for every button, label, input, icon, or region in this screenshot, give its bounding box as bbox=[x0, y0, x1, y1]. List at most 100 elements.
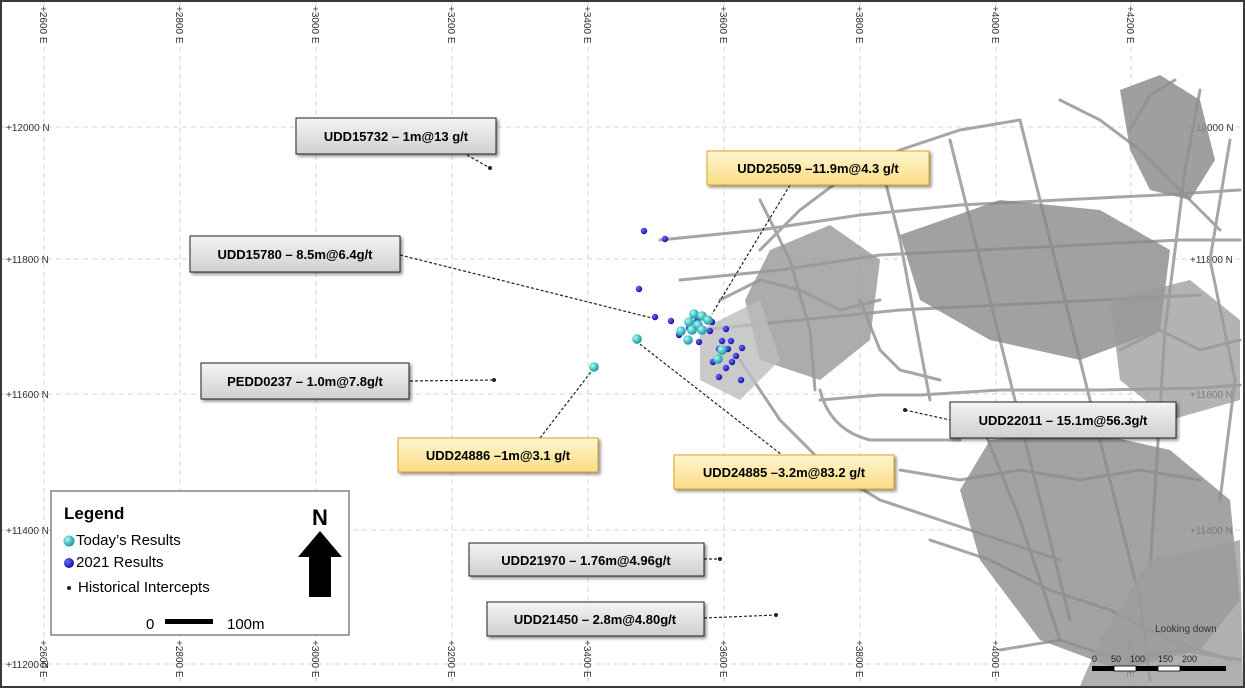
easting-label-bottom: +3000 E bbox=[309, 640, 320, 678]
northing-label-left: +11600 N bbox=[6, 390, 49, 401]
callout-label-udd24886: UDD24886 –1m@3.1 g/t bbox=[426, 448, 571, 463]
easting-label-bottom: +3800 E bbox=[853, 640, 864, 678]
leader-lines bbox=[399, 154, 951, 619]
historical-intercept-pedd0237 bbox=[492, 378, 496, 382]
northing-label-left: +12000 N bbox=[6, 123, 50, 134]
callout-label-udd21450: UDD21450 – 2.8m@4.80g/t bbox=[514, 612, 677, 627]
callout-pedd0237[interactable]: PEDD0237 – 1.0m@7.8g/t bbox=[200, 362, 410, 400]
scale-bar-label: 150 bbox=[1158, 654, 1173, 664]
callout-label-pedd0237: PEDD0237 – 1.0m@7.8g/t bbox=[227, 374, 383, 389]
legend-today-label: Today’s Results bbox=[76, 532, 181, 549]
legend-today-marker bbox=[63, 535, 75, 547]
todays-results-dots bbox=[589, 309, 727, 372]
legend-scale-start: 0 bbox=[146, 616, 154, 633]
todays-result-dot bbox=[713, 354, 723, 364]
result-2021-dot bbox=[727, 337, 735, 345]
callout-udd15732[interactable]: UDD15732 – 1m@13 g/t bbox=[295, 117, 497, 155]
todays-result-dot bbox=[683, 335, 693, 345]
legend: Legend Today’s Results 2021 Results Hist… bbox=[50, 490, 350, 636]
result-2021-dot bbox=[722, 364, 730, 372]
workings-mass-southeast bbox=[1080, 540, 1243, 686]
result-2021-dot bbox=[667, 317, 675, 325]
result-2021-dot bbox=[738, 344, 746, 352]
callout-label-udd25059: UDD25059 –11.9m@4.3 g/t bbox=[737, 161, 899, 176]
easting-label-top: +2800 E bbox=[173, 6, 184, 44]
view-direction-note: Looking down bbox=[1155, 624, 1217, 635]
northing-label-left: +11200 N bbox=[6, 660, 49, 671]
todays-result-dot bbox=[676, 326, 686, 336]
todays-result-dot bbox=[684, 317, 694, 327]
callout-udd22011[interactable]: UDD22011 – 15.1m@56.3g/t bbox=[949, 401, 1177, 439]
result-2021-dot bbox=[635, 285, 643, 293]
callout-udd24886[interactable]: UDD24886 –1m@3.1 g/t bbox=[397, 437, 599, 473]
historical-intercepts bbox=[488, 166, 907, 617]
result-2021-dot bbox=[718, 337, 726, 345]
callout-udd21450[interactable]: UDD21450 – 2.8m@4.80g/t bbox=[486, 601, 705, 637]
legend-2021-marker bbox=[64, 558, 74, 568]
easting-label-top: +3400 E bbox=[581, 6, 592, 44]
easting-label-top: +4000 E bbox=[989, 6, 1000, 44]
underground-workings bbox=[658, 75, 1243, 686]
north-label: N bbox=[312, 505, 328, 530]
easting-label-top: +3800 E bbox=[853, 6, 864, 44]
result-2021-dot bbox=[661, 235, 669, 243]
easting-label-bottom: +3400 E bbox=[581, 640, 592, 678]
todays-result-dot bbox=[717, 345, 727, 355]
result-2021-dot bbox=[651, 313, 659, 321]
scale-bar-label: 50 bbox=[1111, 654, 1121, 664]
historical-intercept-udd21970 bbox=[718, 557, 722, 561]
callout-udd21970[interactable]: UDD21970 – 1.76m@4.96g/t bbox=[468, 542, 705, 577]
easting-label-top: +2600 E bbox=[37, 6, 48, 44]
easting-label-bottom: +2600 E bbox=[37, 640, 48, 678]
northing-label-left: +11400 N bbox=[6, 526, 49, 537]
easting-label-bottom: +4000 E bbox=[989, 640, 1000, 678]
result-2021-dot bbox=[722, 325, 730, 333]
todays-result-dot bbox=[632, 334, 642, 344]
northing-label-right: +12000 N bbox=[1190, 123, 1234, 134]
todays-result-dot bbox=[689, 309, 699, 319]
scale-bar-label: 200 bbox=[1182, 654, 1197, 664]
callout-label-udd21970: UDD21970 – 1.76m@4.96g/t bbox=[501, 553, 671, 568]
todays-result-dot bbox=[697, 325, 707, 335]
workings-drive bbox=[878, 158, 932, 402]
callout-udd15780[interactable]: UDD15780 – 8.5m@6.4g/t bbox=[189, 235, 401, 273]
legend-2021-label: 2021 Results bbox=[76, 554, 164, 571]
scale-bar-label: 0 bbox=[1092, 654, 1097, 664]
result-2021-dot bbox=[695, 338, 703, 346]
easting-label-bottom: +2800 E bbox=[173, 640, 184, 678]
workings-drive bbox=[818, 388, 962, 442]
scale-bar: 0 50 100 150 200 bbox=[1092, 654, 1226, 672]
historical-intercept-udd22011 bbox=[903, 408, 907, 412]
easting-label-top: +3000 E bbox=[309, 6, 320, 44]
historical-intercept-udd15732 bbox=[488, 166, 492, 170]
callout-label-udd15732: UDD15732 – 1m@13 g/t bbox=[324, 129, 469, 144]
todays-result-dot bbox=[703, 315, 713, 325]
legend-scale-bar bbox=[165, 619, 213, 624]
result-2021-dot bbox=[640, 227, 648, 235]
callout-label-udd15780: UDD15780 – 8.5m@6.4g/t bbox=[217, 247, 373, 262]
legend-historical-label: Historical Intercepts bbox=[78, 579, 210, 596]
easting-label-bottom: +3600 E bbox=[717, 640, 728, 678]
result-2021-dot bbox=[706, 327, 714, 335]
workings-mass-west bbox=[745, 225, 880, 380]
legend-historical-marker bbox=[67, 586, 71, 590]
north-arrow-icon bbox=[298, 531, 342, 597]
legend-scale-end: 100m bbox=[227, 616, 265, 633]
result-2021-dot bbox=[732, 352, 740, 360]
workings-mass-east bbox=[1110, 280, 1240, 420]
workings-mass-north bbox=[1120, 75, 1215, 200]
callout-label-udd24885: UDD24885 –3.2m@83.2 g/t bbox=[703, 465, 866, 480]
callout-udd25059[interactable]: UDD25059 –11.9m@4.3 g/t bbox=[706, 150, 930, 186]
historical-intercept-udd21450 bbox=[774, 613, 778, 617]
result-2021-dot bbox=[728, 358, 736, 366]
todays-result-dot bbox=[687, 325, 697, 335]
easting-label-top: +3200 E bbox=[445, 6, 456, 44]
workings-mass-central bbox=[900, 200, 1170, 360]
legend-title: Legend bbox=[64, 504, 124, 523]
callout-udd24885[interactable]: UDD24885 –3.2m@83.2 g/t bbox=[673, 454, 895, 490]
scale-bar-label: 100 bbox=[1130, 654, 1145, 664]
easting-label-bottom: +3200 E bbox=[445, 640, 456, 678]
workings-drive bbox=[658, 188, 1242, 242]
result-2021-dot bbox=[715, 373, 723, 381]
easting-label-top: +4200 E bbox=[1124, 6, 1135, 44]
